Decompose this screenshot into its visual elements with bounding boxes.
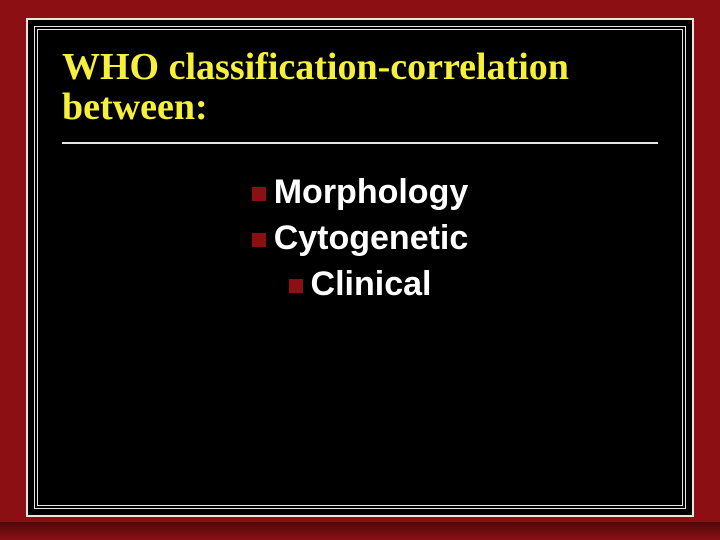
list-item-label: Morphology <box>274 173 469 211</box>
title-underline <box>62 142 658 144</box>
title-line-2: between: <box>62 86 208 128</box>
square-bullet-icon <box>252 187 266 201</box>
slide-outer-frame: WHO classification-correlation between: … <box>26 18 694 517</box>
bullet-list: Morphology Cytogenetic Clinical <box>38 170 682 308</box>
square-bullet-icon <box>252 233 266 247</box>
list-item-label: Clinical <box>311 265 432 303</box>
bottom-shadow <box>0 522 720 540</box>
list-item: Cytogenetic <box>38 216 682 262</box>
list-item-label: Cytogenetic <box>274 219 469 257</box>
slide-title: WHO classification-correlation between: <box>62 48 658 128</box>
square-bullet-icon <box>289 279 303 293</box>
list-item: Morphology <box>38 170 682 216</box>
title-block: WHO classification-correlation between: <box>38 30 682 136</box>
list-item: Clinical <box>38 262 682 308</box>
slide-inner-frame: WHO classification-correlation between: … <box>34 26 686 509</box>
title-line-1: WHO classification-correlation <box>62 46 569 88</box>
